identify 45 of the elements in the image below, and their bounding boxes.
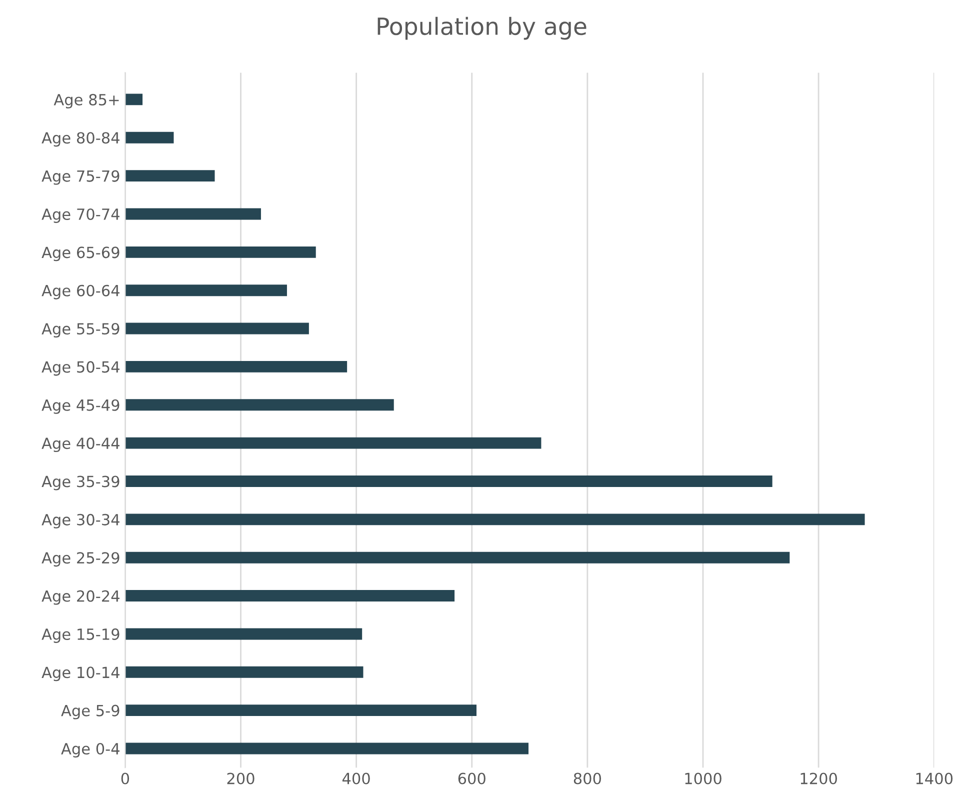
bar bbox=[125, 704, 476, 716]
y-tick-label: Age 30-34 bbox=[42, 514, 120, 528]
y-tick-label: Age 60-64 bbox=[42, 284, 120, 300]
x-tick-label: 1200 bbox=[800, 772, 837, 784]
y-tick-label: Age 0-4 bbox=[61, 742, 120, 758]
x-tick-label: 0 bbox=[121, 772, 130, 784]
bar bbox=[125, 208, 261, 220]
x-tick-label: 600 bbox=[458, 772, 486, 784]
y-tick-label: Age 80-84 bbox=[42, 132, 120, 147]
y-tick-label: Age 70-74 bbox=[42, 208, 120, 223]
y-tick-label: Age 45-49 bbox=[42, 399, 120, 414]
bar bbox=[125, 94, 143, 106]
bar bbox=[125, 628, 362, 640]
bar bbox=[125, 590, 455, 602]
y-tick-label: Age 50-54 bbox=[42, 361, 120, 376]
x-tick-label: 1000 bbox=[685, 772, 722, 784]
bar bbox=[125, 170, 215, 182]
y-tick-label: Age 85+ bbox=[54, 94, 119, 108]
bar bbox=[125, 514, 865, 526]
y-tick-label: Age 10-14 bbox=[42, 666, 120, 682]
chart-title: Population by age bbox=[378, 16, 586, 40]
y-tick-label: Age 55-59 bbox=[42, 322, 120, 338]
y-tick-label: Age 40-44 bbox=[42, 438, 120, 452]
bar bbox=[125, 132, 174, 144]
y-tick-label: Age 65-69 bbox=[42, 246, 120, 262]
bar bbox=[125, 284, 287, 296]
y-tick-label: Age 5-9 bbox=[61, 704, 120, 720]
bar bbox=[125, 322, 309, 334]
x-tick-label: 200 bbox=[227, 772, 254, 784]
x-tick-label: 1400 bbox=[916, 772, 953, 784]
x-tick-label: 400 bbox=[342, 772, 370, 784]
bar bbox=[125, 437, 542, 449]
bar bbox=[125, 666, 364, 678]
bar bbox=[125, 360, 348, 372]
y-tick-label: Age 75-79 bbox=[42, 170, 120, 185]
bar bbox=[125, 246, 316, 258]
bar bbox=[125, 742, 528, 754]
bar bbox=[125, 552, 790, 564]
y-tick-label: Age 20-24 bbox=[42, 590, 120, 605]
y-tick-label: Age 35-39 bbox=[42, 476, 120, 490]
bar bbox=[125, 399, 394, 411]
y-tick-label: Age 25-29 bbox=[42, 552, 120, 567]
y-tick-label: Age 15-19 bbox=[42, 628, 120, 643]
x-tick-label: 800 bbox=[574, 772, 601, 784]
bar bbox=[125, 476, 772, 487]
